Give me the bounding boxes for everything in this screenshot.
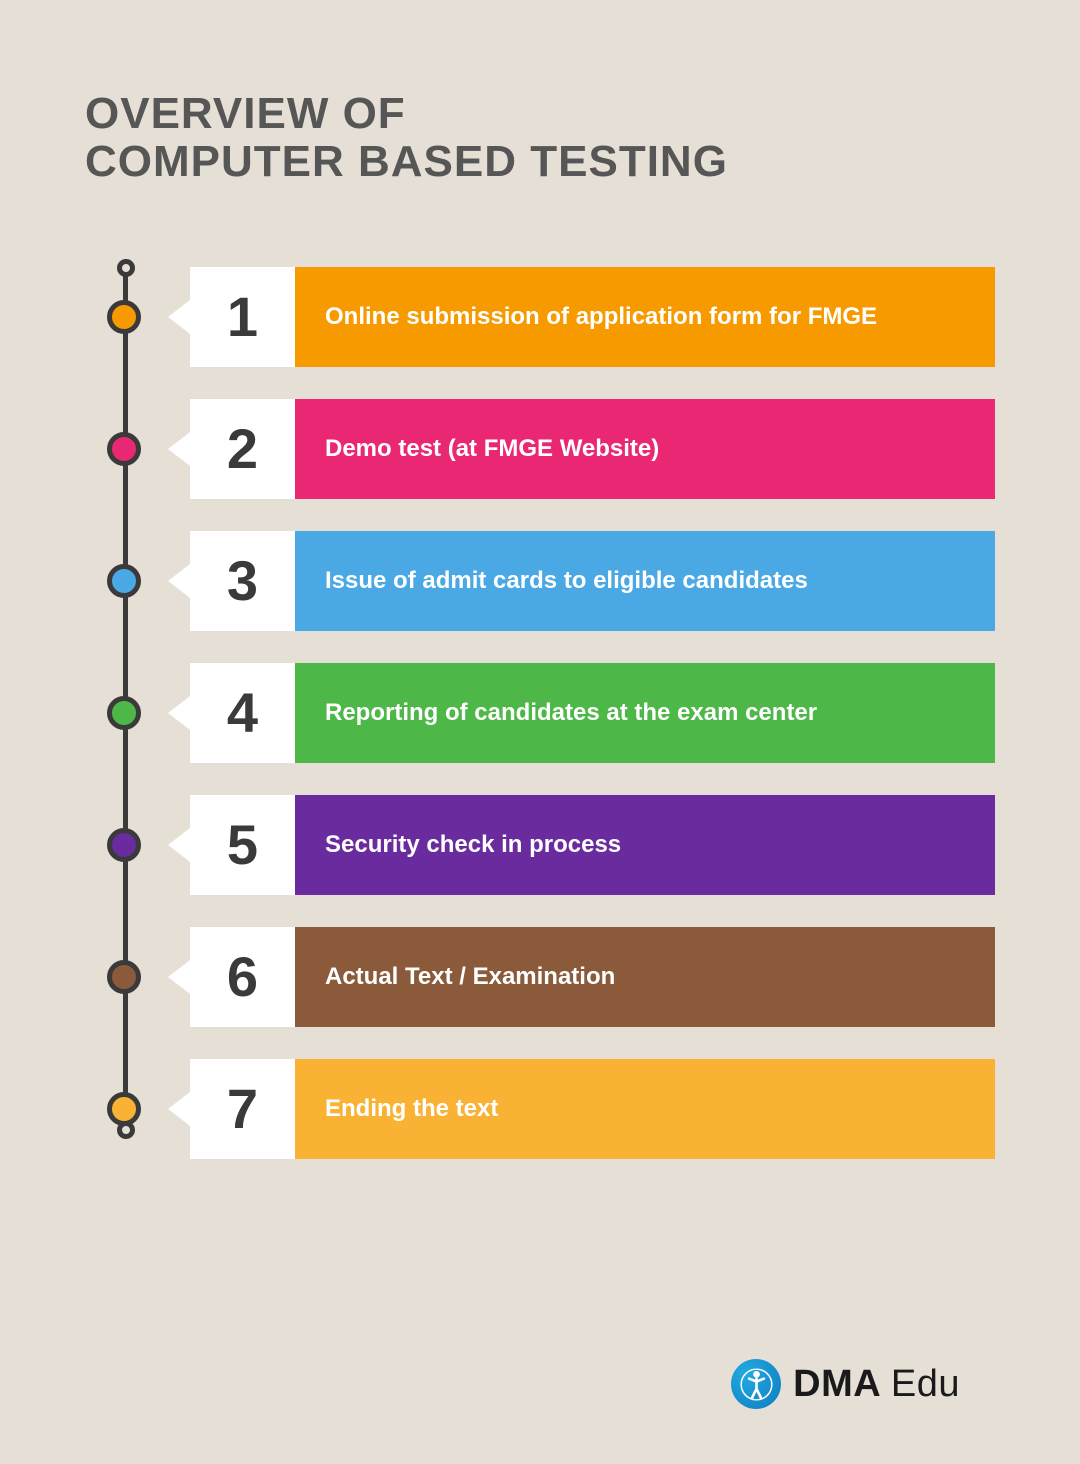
logo-text: DMA Edu (793, 1363, 960, 1406)
timeline-step: 4 Reporting of candidates at the exam cen… (135, 663, 995, 763)
step-label: Issue of admit cards to eligible candida… (295, 531, 995, 631)
step-dot (107, 960, 141, 994)
step-number: 5 (227, 812, 258, 877)
step-label: Security check in process (295, 795, 995, 895)
brand-logo: DMA Edu (731, 1359, 960, 1409)
step-number: 6 (227, 944, 258, 1009)
step-number-box: 1 (190, 267, 295, 367)
step-number-box: 3 (190, 531, 295, 631)
step-number-box: 5 (190, 795, 295, 895)
logo-main: DMA (793, 1363, 880, 1405)
step-dot (107, 300, 141, 334)
timeline-step: 1 Online submission of application form f… (135, 267, 995, 367)
step-number-box: 6 (190, 927, 295, 1027)
step-number: 2 (227, 416, 258, 481)
step-label: Online submission of application form fo… (295, 267, 995, 367)
timeline-step: 3 Issue of admit cards to eligible candid… (135, 531, 995, 631)
step-number-box: 4 (190, 663, 295, 763)
step-number: 1 (227, 284, 258, 349)
step-label: Actual Text / Examination (295, 927, 995, 1027)
step-dot (107, 696, 141, 730)
step-number: 3 (227, 548, 258, 613)
step-dot (107, 564, 141, 598)
timeline-step: 6 Actual Text / Examination (135, 927, 995, 1027)
step-label: Reporting of candidates at the exam cent… (295, 663, 995, 763)
step-number-box: 7 (190, 1059, 295, 1159)
timeline-step: 7 Ending the text (135, 1059, 995, 1159)
logo-sub: Edu (891, 1363, 960, 1405)
timeline-step: 5 Security check in process (135, 795, 995, 895)
step-label: Demo test (at FMGE Website) (295, 399, 995, 499)
step-dot (107, 432, 141, 466)
step-dot (107, 1092, 141, 1126)
step-number-box: 2 (190, 399, 295, 499)
step-number: 4 (227, 680, 258, 745)
timeline: 1 Online submission of application form f… (85, 267, 995, 1159)
page-title: OVERVIEW OF COMPUTER BASED TESTING (85, 90, 995, 187)
timeline-start-dot (117, 259, 135, 277)
logo-icon (731, 1359, 781, 1409)
step-number: 7 (227, 1076, 258, 1141)
timeline-step: 2 Demo test (at FMGE Website) (135, 399, 995, 499)
step-dot (107, 828, 141, 862)
step-label: Ending the text (295, 1059, 995, 1159)
